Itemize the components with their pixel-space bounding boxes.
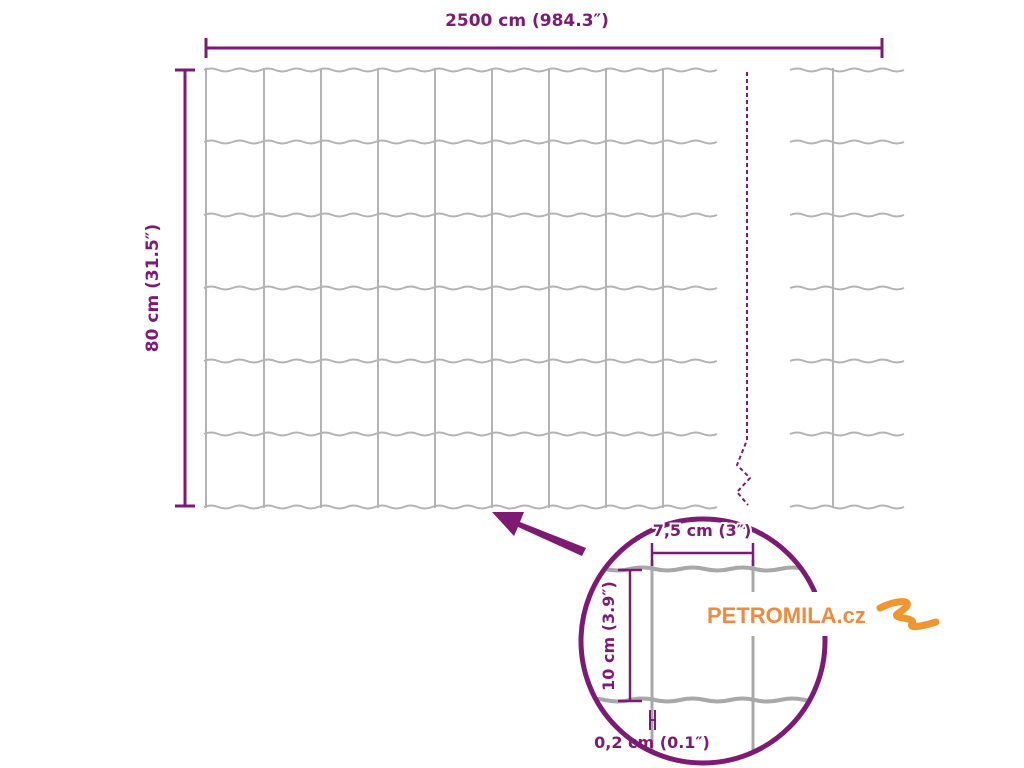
horizontal-wire [203, 358, 718, 364]
logo-swoosh-icon [876, 598, 940, 631]
height-dimension [175, 68, 195, 508]
horizontal-wire [203, 504, 718, 510]
horizontal-wire [789, 285, 905, 291]
height-label: 80 cm (31.5″) [143, 224, 163, 352]
wire-thickness-dimension [649, 710, 656, 730]
horizontal-wire [789, 67, 905, 73]
break-line [735, 72, 752, 506]
horizontal-wire [789, 139, 905, 145]
horizontal-wire [203, 285, 718, 291]
detail-circle [578, 516, 828, 766]
mesh-height-dimension [618, 568, 642, 703]
arrow-icon [492, 512, 586, 556]
horizontal-wire [789, 431, 905, 437]
mesh-width-label: 7,5 cm (3″) [653, 521, 752, 540]
logo-text: PETROMILA.cz [707, 603, 866, 628]
mesh-width-dimension [650, 543, 755, 566]
horizontal-wire [203, 212, 718, 218]
horizontal-wire [789, 358, 905, 364]
fence-mesh [203, 67, 905, 510]
mesh-height-label: 10 cm (3.9″) [599, 581, 618, 691]
width-label: 2500 cm (984.3″) [445, 11, 609, 31]
horizontal-wire [203, 139, 718, 145]
detail-horizontal-wire [583, 696, 823, 704]
width-dimension [204, 38, 884, 58]
wire-thickness-label: 0,2 cm (0.1″) [594, 733, 710, 752]
horizontal-wire [203, 431, 718, 437]
horizontal-wire [789, 504, 905, 510]
horizontal-wire [203, 67, 718, 73]
horizontal-wire [789, 212, 905, 218]
detail-horizontal-wire [583, 565, 823, 573]
